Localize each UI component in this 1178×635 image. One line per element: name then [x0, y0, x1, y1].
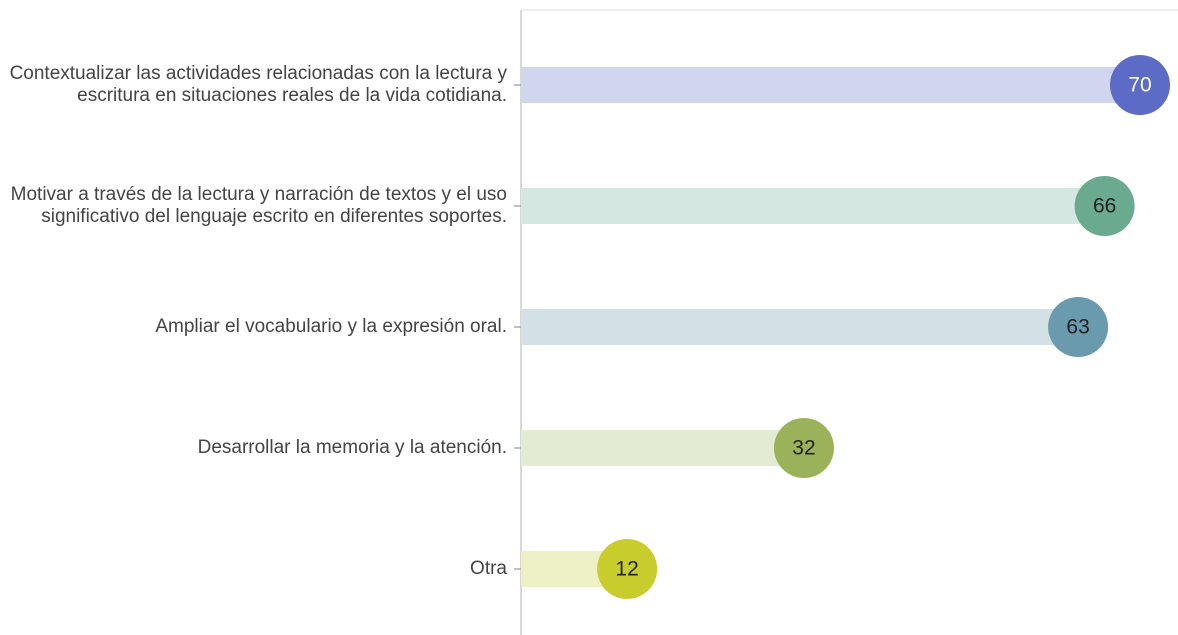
- category-label: Ampliar el vocabulario y la expresión or…: [155, 316, 507, 337]
- category-label: Desarrollar la memoria y la atención.: [197, 437, 507, 458]
- dot: [1110, 55, 1170, 115]
- dot: [1074, 176, 1135, 236]
- dot: [773, 418, 834, 478]
- category-label: Otra: [470, 558, 507, 579]
- bar: [521, 430, 804, 466]
- bar: [521, 188, 1105, 224]
- dot: [1048, 297, 1109, 357]
- value-label: 70: [1128, 74, 1151, 97]
- category-label: Contextualizar las actividades relaciona…: [9, 63, 507, 106]
- dot: [597, 539, 658, 599]
- value-label: 66: [1093, 195, 1116, 218]
- category-label: Motivar a través de la lectura y narraci…: [10, 184, 507, 227]
- value-label: 12: [615, 558, 638, 581]
- value-label: 63: [1066, 316, 1089, 339]
- bar: [521, 309, 1079, 345]
- value-label: 32: [792, 437, 815, 460]
- bar: [521, 67, 1140, 103]
